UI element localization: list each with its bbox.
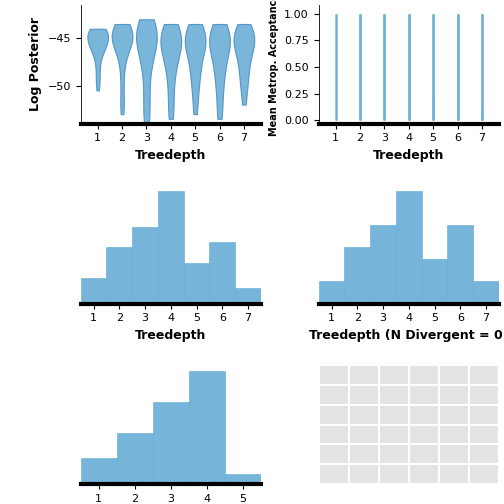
Bar [370,225,396,304]
Bar [189,371,225,484]
Bar [344,247,370,304]
Y-axis label: Mean Metrop. Acceptance: Mean Metrop. Acceptance [269,0,279,136]
Bar [225,474,261,484]
Bar [106,247,132,304]
X-axis label: Treedepth: Treedepth [135,329,207,342]
Bar [319,281,344,304]
Bar [117,432,153,484]
Bar [235,288,261,304]
Bar [422,259,448,304]
Bar [81,278,106,304]
Bar [396,191,422,304]
X-axis label: Treedepth: Treedepth [135,149,207,162]
Bar [210,242,235,304]
X-axis label: Treedepth (N Divergent = 0): Treedepth (N Divergent = 0) [309,329,504,342]
Bar [473,281,499,304]
Bar [81,458,117,484]
X-axis label: Treedepth: Treedepth [373,149,445,162]
Bar [448,225,473,304]
Y-axis label: Log Posterior: Log Posterior [29,17,42,111]
Bar [153,402,189,484]
Bar [183,263,210,304]
Bar [158,191,183,304]
Bar [132,227,158,304]
